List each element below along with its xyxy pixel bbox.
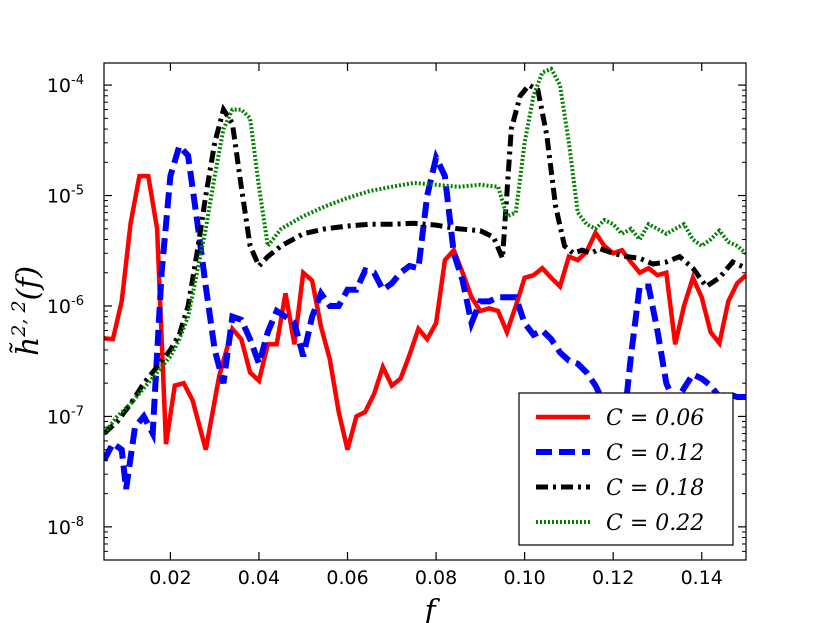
series-line-3 [104,81,746,436]
x-tick-label: 0.02 [149,567,191,589]
x-tick-label: 0.14 [681,567,723,589]
y-axis-title-superscript: 2, 2 [8,300,30,337]
x-tick-label: 0.12 [592,567,634,589]
y-tick-label: 10-4 [47,73,84,97]
x-tick-label: 0.08 [415,567,457,589]
y-tick-label: 10-6 [47,294,84,318]
x-tick-label: 0.10 [503,567,545,589]
y-tick-label: 10-8 [47,515,84,539]
legend-label-1: C = 0.06 [606,406,704,431]
series-line-2 [104,140,746,490]
x-tick-label: 0.06 [326,567,368,589]
y-axis-title-argument: (f) [11,266,46,301]
y-tick-label: 10-5 [47,184,84,208]
legend-label-2: C = 0.12 [606,441,704,466]
svg-text:h̃2, 2(f): h̃2, 2(f) [8,266,46,356]
y-axis-title: h̃2, 2(f) [8,266,46,356]
series-layer [104,66,746,490]
x-tick-label: 0.04 [238,567,280,589]
series-line-1 [104,173,746,451]
y-axis-title-main: h̃ [9,337,46,356]
y-tick-label: 10-7 [47,404,84,428]
legend-label-4: C = 0.22 [606,511,704,536]
tick-layer: 0.02 0.04 0.06 0.08 0.10 0.12 0.14 10-8 10-7 10-6… [47,63,746,589]
legend: C = 0.06 C = 0.12 C = 0.18 C = 0.22 [518,392,734,546]
legend-label-3: C = 0.18 [606,476,704,501]
